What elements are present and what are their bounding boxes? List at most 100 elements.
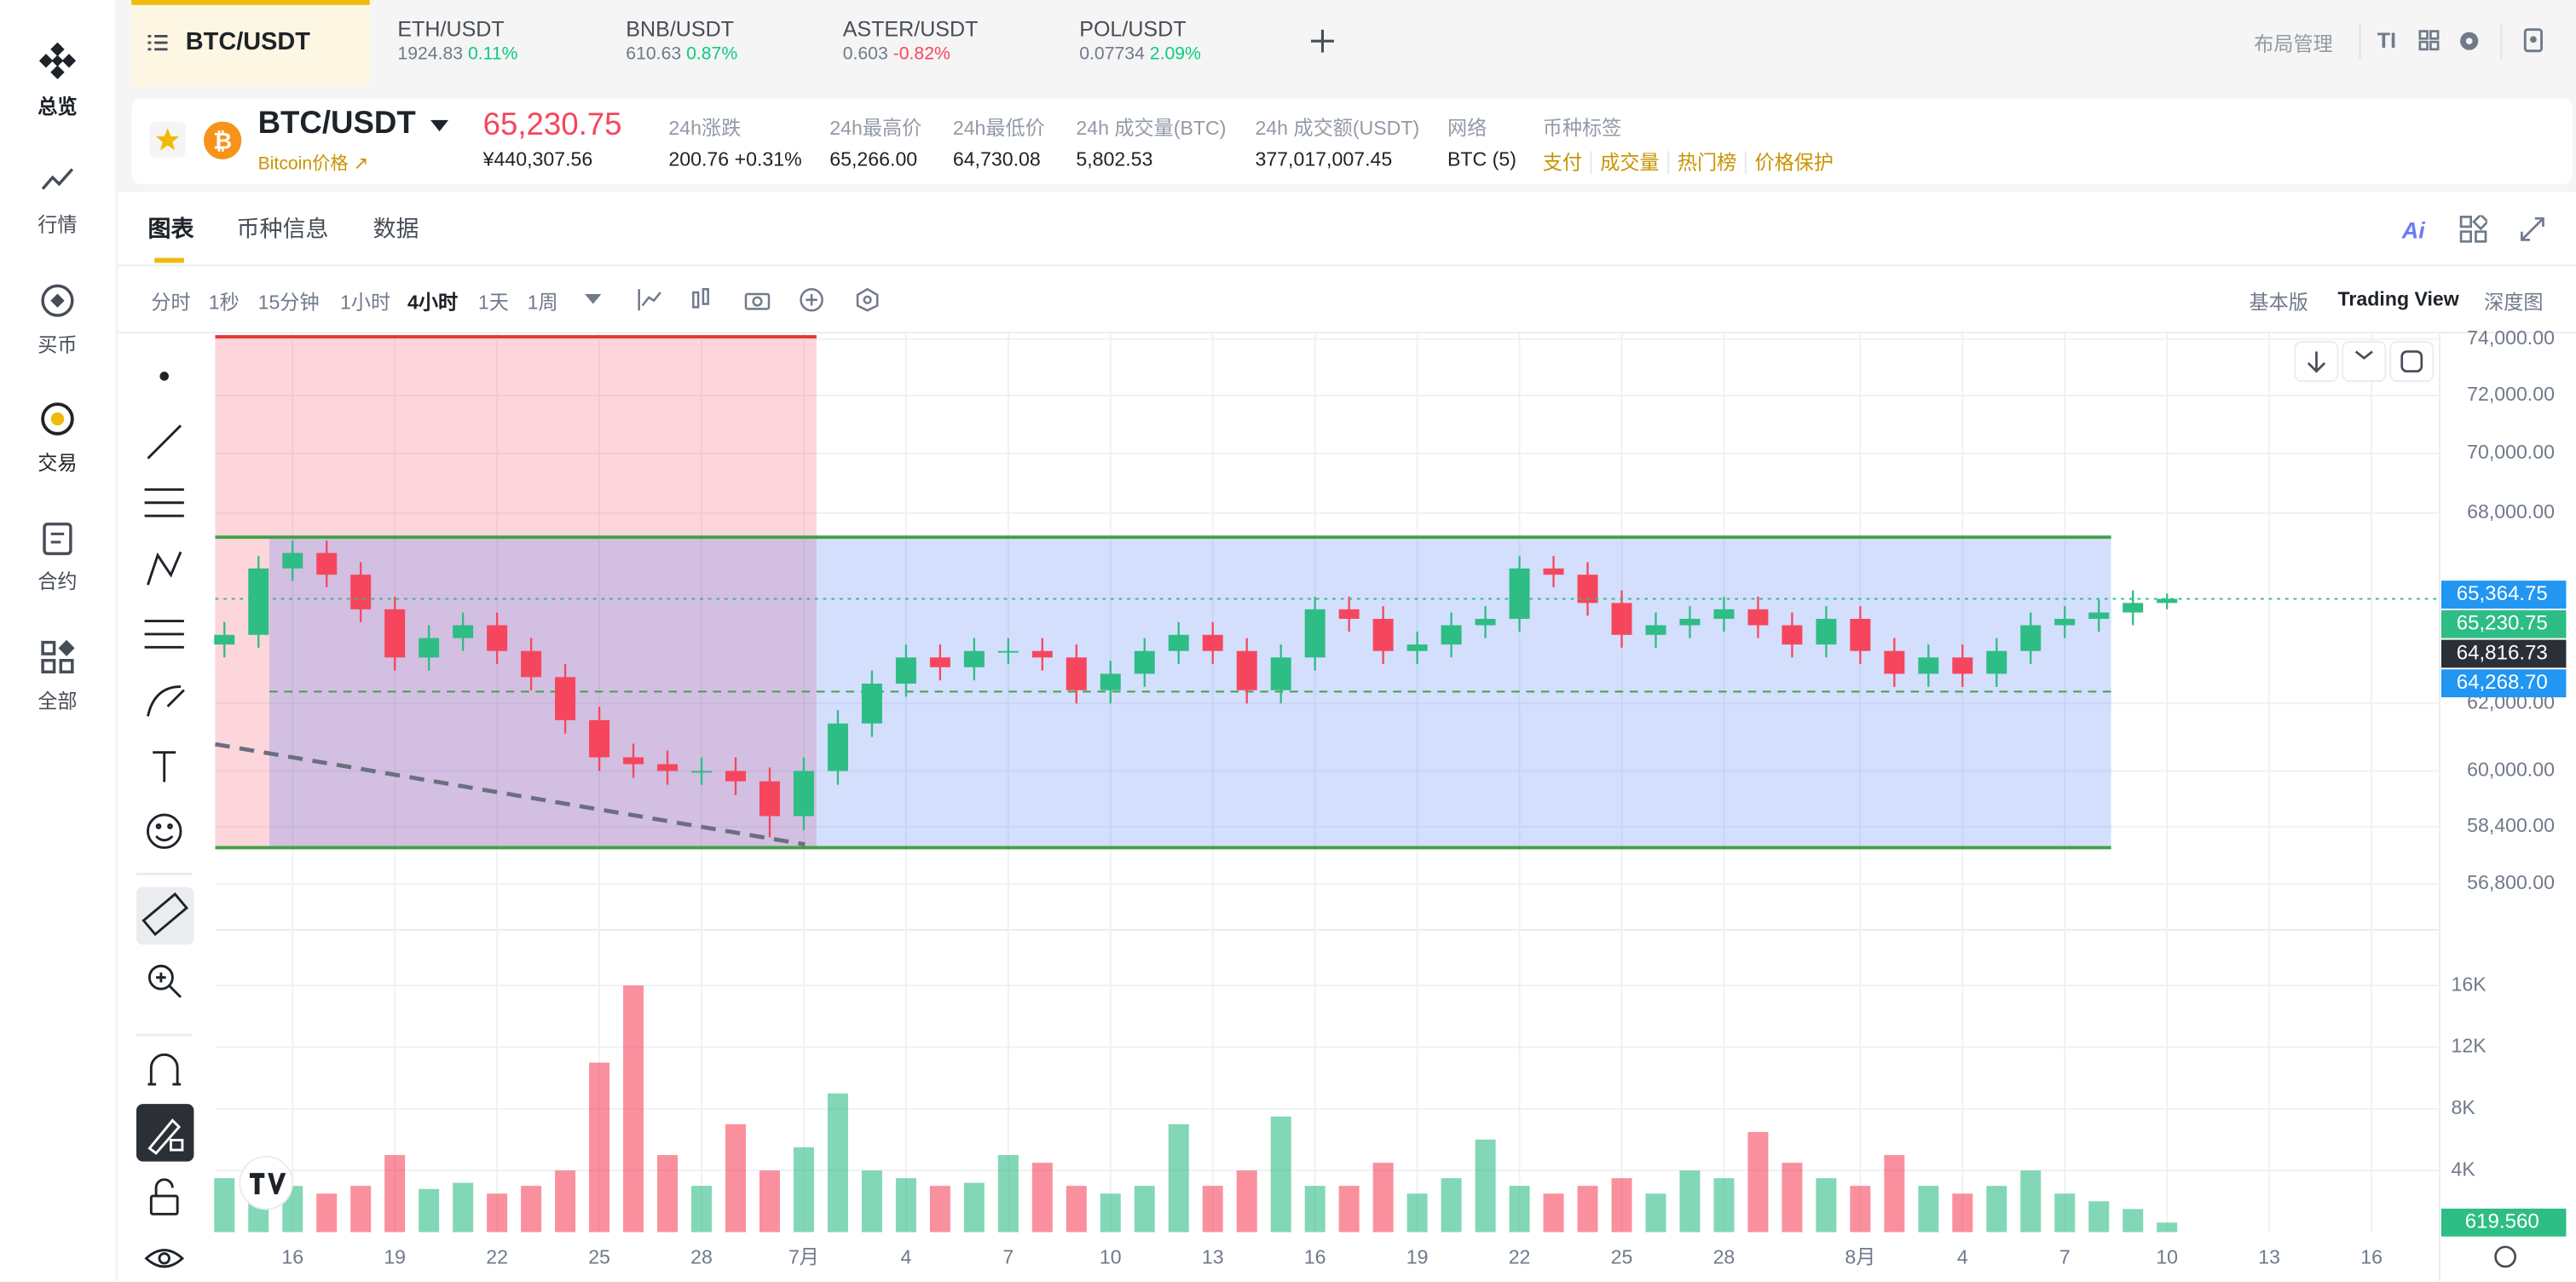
pair-dropdown[interactable] xyxy=(430,119,449,132)
nav-all[interactable]: 全部 xyxy=(38,690,78,713)
interval[interactable]: 1小时 xyxy=(339,291,391,315)
candle-body xyxy=(2088,612,2110,620)
candle-body xyxy=(1782,625,1803,645)
candle-body xyxy=(1884,650,1905,674)
candle-body xyxy=(1304,609,1326,658)
volume-bar xyxy=(793,1147,814,1233)
divider xyxy=(2500,22,2503,60)
x-tick-label: 28 xyxy=(1713,1245,1736,1268)
view-option[interactable]: 深度图 xyxy=(2484,291,2544,315)
divider xyxy=(2359,22,2361,60)
volume-bar xyxy=(861,1170,882,1233)
tag[interactable]: 支付 xyxy=(1542,151,1583,175)
favorite-star[interactable] xyxy=(149,121,186,159)
view-option-active[interactable]: Trading View xyxy=(2337,287,2459,311)
user-button[interactable] xyxy=(2523,28,2543,53)
candle-body xyxy=(963,650,985,667)
volume-bar xyxy=(214,1178,235,1233)
layout-manage[interactable]: 布局管理 xyxy=(2254,32,2333,56)
tab-change: 2.09% xyxy=(1149,44,1201,65)
x-tick-label: 22 xyxy=(486,1245,508,1268)
interval[interactable]: 1周 xyxy=(527,291,558,315)
ai-button[interactable]: Ai xyxy=(2401,217,2425,244)
interval[interactable]: 分时 xyxy=(151,291,191,315)
settings-button[interactable] xyxy=(2494,1245,2517,1268)
reset-button[interactable] xyxy=(2389,340,2434,383)
volume-bar xyxy=(929,1186,950,1233)
font-button[interactable]: TI xyxy=(2377,27,2397,53)
candle-body xyxy=(1134,650,1155,674)
candle-body xyxy=(1066,657,1087,690)
pair[interactable]: BTC/USDT xyxy=(257,107,416,141)
view-option[interactable]: 基本版 xyxy=(2249,291,2308,315)
nav-buy[interactable]: 买币 xyxy=(38,333,78,357)
volume-bar xyxy=(725,1123,746,1233)
coin-page-link[interactable]: Bitcoin价格 ↗ xyxy=(257,154,369,175)
x-tick-label: 28 xyxy=(690,1245,713,1268)
interval-dropdown[interactable] xyxy=(585,293,602,304)
tab-change: 0.11% xyxy=(467,44,518,65)
settings-button[interactable] xyxy=(2458,30,2481,53)
volume-bar xyxy=(1372,1163,1394,1233)
fullscreen-button[interactable] xyxy=(2520,217,2544,241)
chart-tab[interactable]: 币种信息 xyxy=(236,215,329,242)
price-marker-label: 65,230.75 xyxy=(2457,612,2548,635)
active-tab[interactable]: BTC/USDT xyxy=(131,0,370,88)
icon xyxy=(249,1173,286,1195)
add-tab[interactable] xyxy=(1310,29,1334,53)
logo[interactable] xyxy=(39,43,76,79)
nav-trade[interactable]: 交易 xyxy=(38,452,78,475)
volume-bar xyxy=(1475,1139,1496,1233)
candle-body xyxy=(316,552,338,575)
candle-body xyxy=(384,609,406,658)
tag[interactable]: 热门榜 xyxy=(1667,151,1745,175)
candle-body xyxy=(1986,650,2007,674)
nav-market[interactable]: 行情 xyxy=(38,213,78,237)
volume-bar xyxy=(1066,1186,1087,1233)
collapse-button[interactable] xyxy=(2342,340,2387,383)
x-tick-label: 19 xyxy=(384,1245,406,1268)
interval[interactable]: 15分钟 xyxy=(257,291,320,315)
volume-bar xyxy=(1236,1170,1257,1233)
volume-bar xyxy=(350,1186,372,1233)
candle-body xyxy=(1168,634,1189,651)
tab[interactable]: ETH/USDT 1924.83 0.11% xyxy=(397,16,517,64)
chart-tab[interactable]: 数据 xyxy=(373,215,419,242)
tv-logo[interactable] xyxy=(239,1155,294,1210)
price-marker xyxy=(2440,639,2567,668)
volume-bar xyxy=(1543,1193,1564,1233)
chart-tab[interactable]: 图表 xyxy=(147,215,194,242)
tag[interactable]: 价格保护 xyxy=(1744,151,1842,175)
price-marker-label: 64,268.70 xyxy=(2457,671,2548,694)
tab[interactable]: POL/USDT 0.07734 2.09% xyxy=(1079,16,1201,64)
candle-body xyxy=(1406,644,1428,651)
interval-active[interactable]: 4小时 xyxy=(407,291,459,315)
x-tick-label: 7 xyxy=(1002,1245,1014,1268)
volume-bar xyxy=(487,1193,508,1233)
divider xyxy=(118,332,2576,334)
tab[interactable]: ASTER/USDT 0.603 -0.82% xyxy=(843,16,979,64)
candle-body xyxy=(1747,609,1769,626)
tab[interactable]: BNB/USDT 610.63 0.87% xyxy=(626,16,737,64)
volume-bar xyxy=(419,1188,440,1233)
grid-button[interactable] xyxy=(2418,30,2440,51)
nav-overview[interactable]: 总览 xyxy=(38,95,78,118)
x-tick-label: 16 xyxy=(1304,1245,1326,1268)
candle-body xyxy=(1236,650,1257,690)
interval[interactable]: 1天 xyxy=(477,291,509,315)
nav-futures[interactable]: 合约 xyxy=(38,569,78,593)
candle-body xyxy=(1031,650,1053,658)
tab-price: 0.07734 xyxy=(1079,44,1145,65)
interval[interactable]: 1秒 xyxy=(208,291,240,315)
volume-bar xyxy=(691,1186,713,1233)
tag[interactable]: 成交量 xyxy=(1590,151,1668,175)
nav-icon xyxy=(41,639,75,674)
candle-body xyxy=(248,568,269,635)
candle-body xyxy=(487,625,508,651)
layout-button[interactable] xyxy=(2459,215,2487,243)
tab-change: 0.87% xyxy=(686,44,738,65)
candle-body xyxy=(555,677,576,720)
candle-body xyxy=(691,771,713,773)
